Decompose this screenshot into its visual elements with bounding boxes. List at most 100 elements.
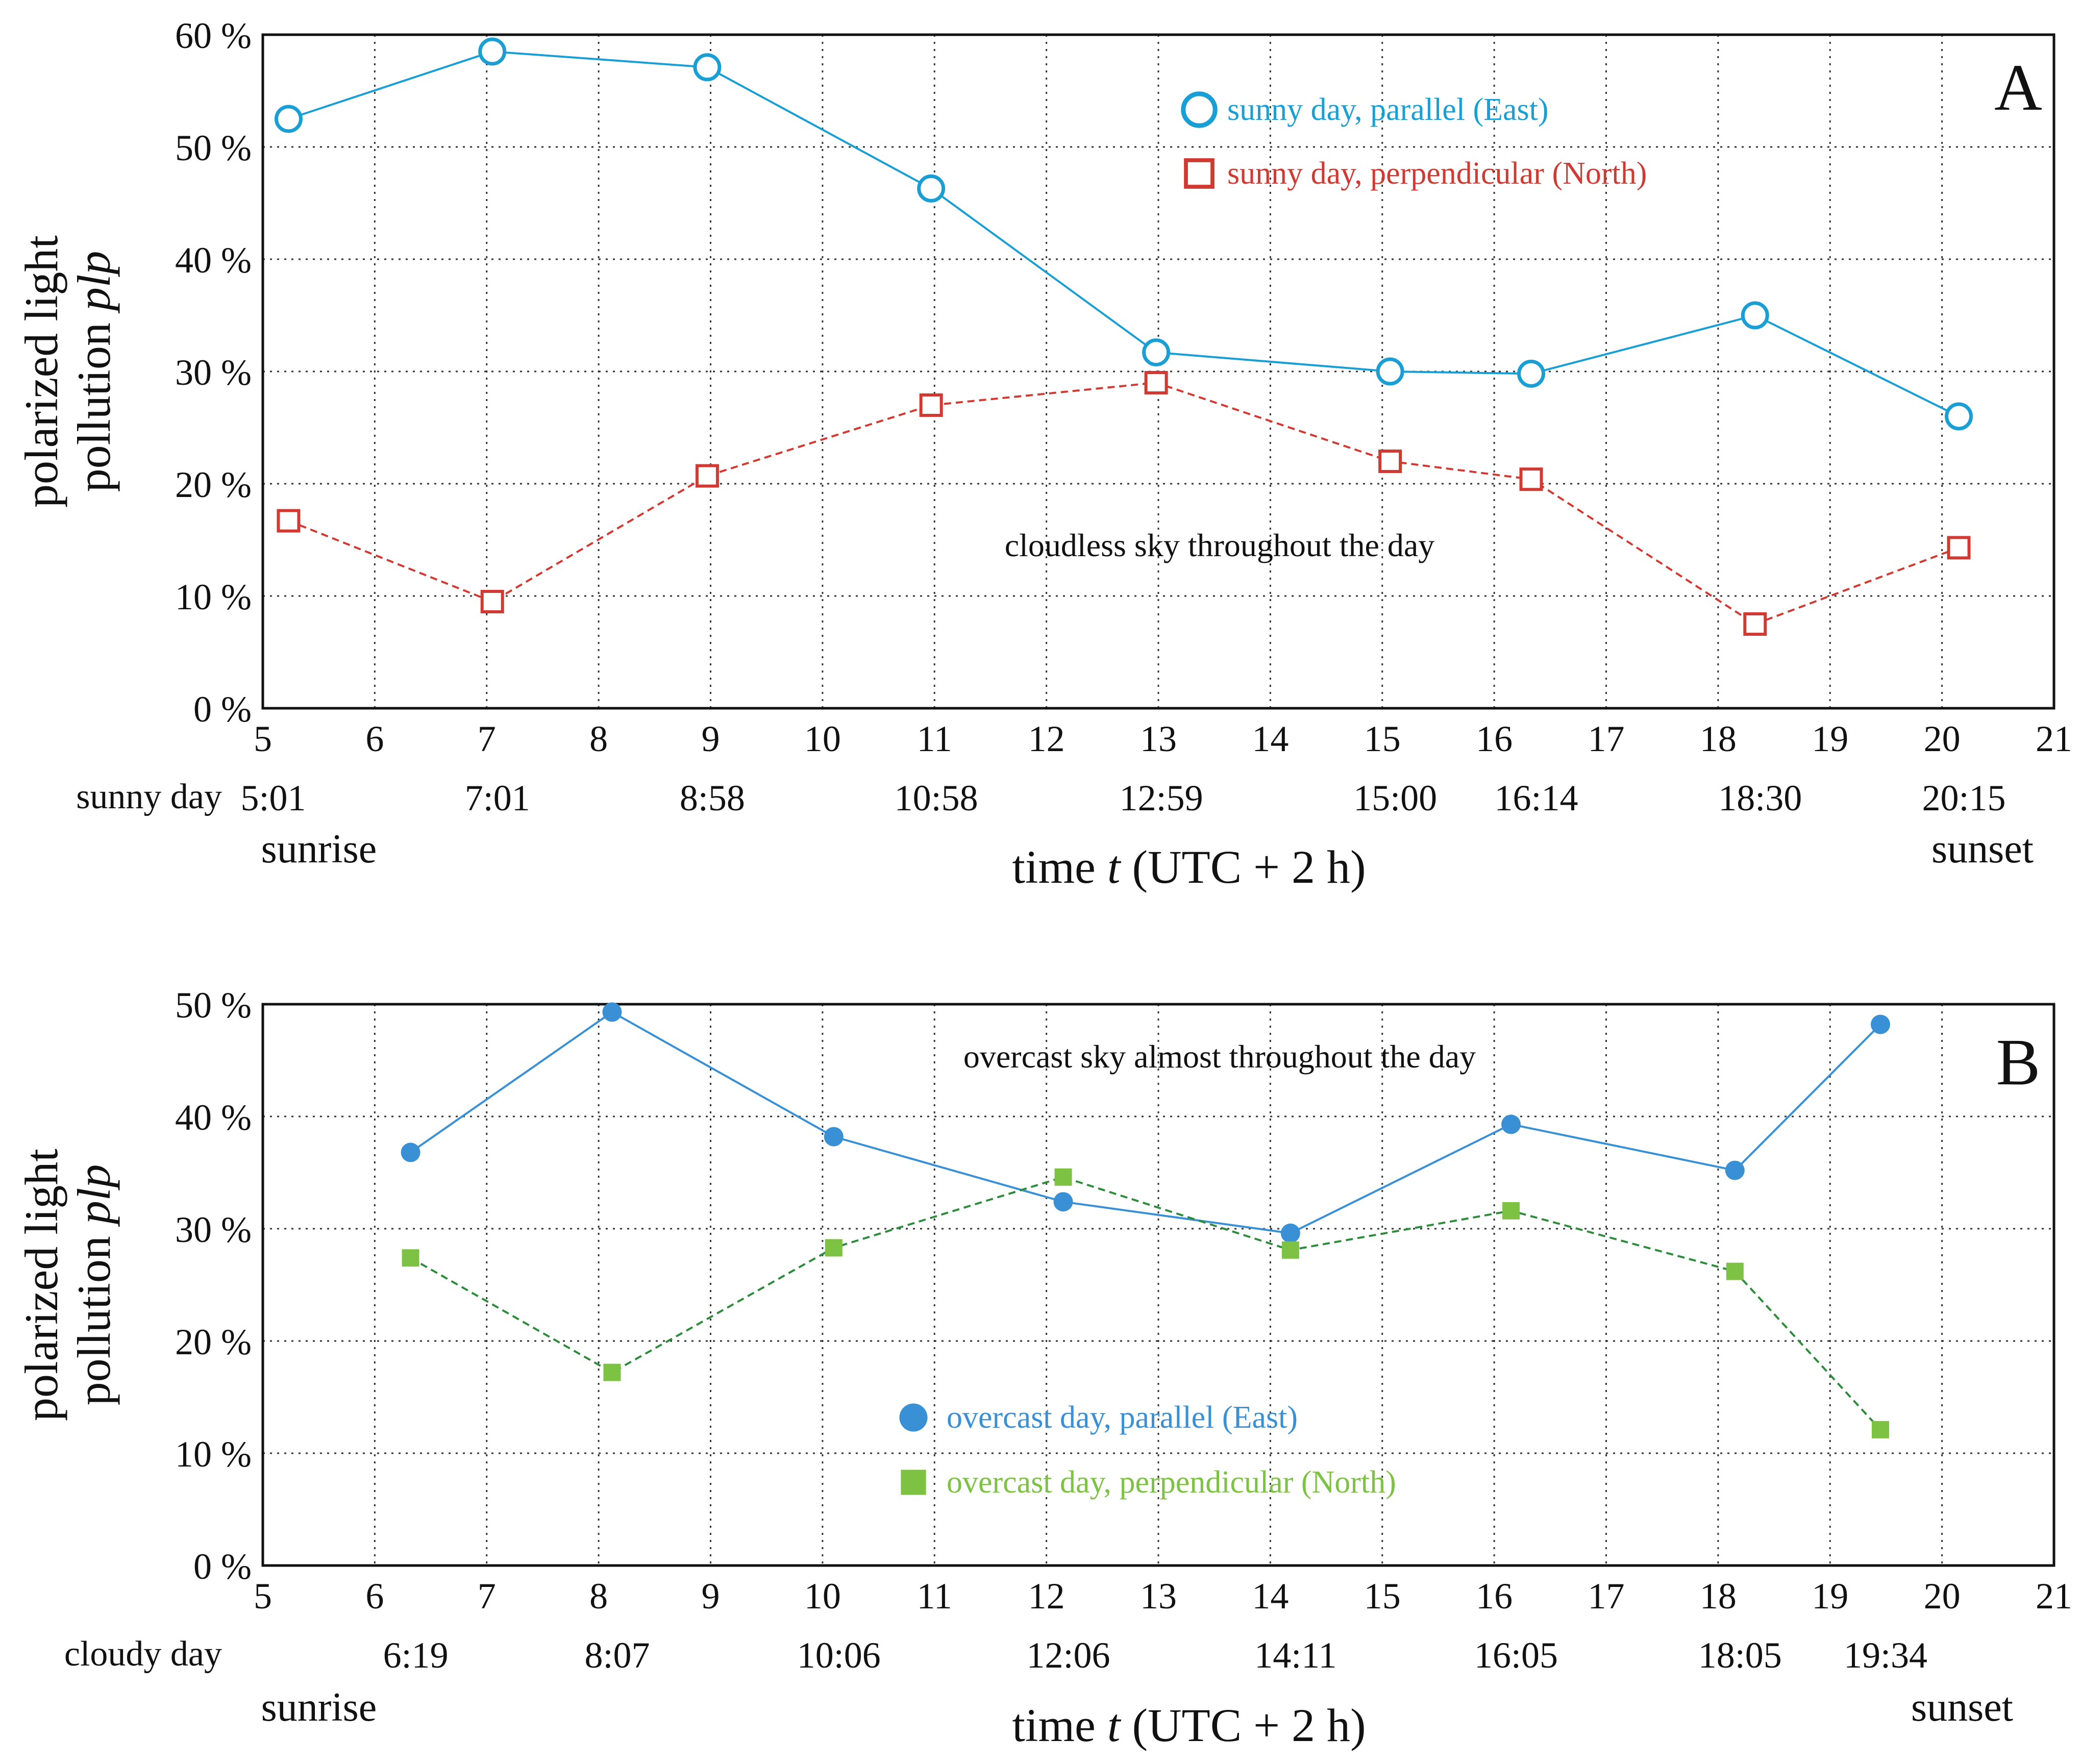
series-line [288,50,1960,417]
time-row-label: cloudy day [64,1634,222,1674]
x-tick-label: 7 [478,1576,496,1617]
time-row-label: sunny day [76,777,222,816]
x-tick-label: 14 [1252,718,1289,759]
legend-marker [1184,158,1215,189]
y-tick-label: 60 % [175,15,252,56]
y-tick-label: 0 % [193,689,252,730]
data-point [1281,1241,1299,1259]
x-tick-label: 6 [365,718,384,759]
panel-a: 5 6 7 8 9 10 11 12 13 14 15 16 17 18 19 20 21 0 % 10 % 20 %… [15,15,2072,893]
y-tick-label: 50 % [175,128,252,168]
x-tick-label: 18 [1700,718,1737,759]
series-perpendicular [402,1168,1889,1438]
data-point [1519,467,1543,491]
data-point [1378,450,1402,473]
data-point [1502,1202,1520,1220]
sunset-label: sunset [1931,827,2034,872]
data-point [480,590,504,613]
time-label: 6:19 [383,1635,449,1676]
x-tick-label: 12 [1028,1576,1065,1617]
time-label: 16:14 [1495,778,1578,818]
data-point [919,393,943,417]
plot-frame [261,1003,2055,1567]
x-tick-label: 6 [365,1576,384,1617]
data-point [1741,301,1769,330]
data-point [1945,402,1973,431]
time-label: 19:34 [1844,1635,1927,1676]
time-label: 10:06 [797,1635,881,1676]
data-point [824,1127,844,1147]
x-tick-label: 16 [1476,718,1513,759]
series-line [288,381,1960,626]
x-axis-label: time t (UTC + 2 h) [1012,1699,1366,1751]
y-axis-label-variable: plp [68,251,120,314]
time-label: 18:30 [1718,778,1802,818]
x-tick-label: 21 [2036,1576,2072,1617]
sunrise-label: sunrise [261,827,377,872]
x-tick-label: 20 [1924,718,1961,759]
data-point [478,37,507,66]
x-tick-label: 11 [917,718,952,759]
y-tick-label: 0 % [193,1546,252,1587]
x-tick-label: 17 [1588,1576,1625,1617]
x-tick-label: 9 [702,718,720,759]
time-label: 20:15 [1922,778,2006,818]
x-axis-label: time t (UTC + 2 h) [1012,841,1366,893]
data-point [402,1249,419,1267]
x-tick-label: 19 [1812,718,1848,759]
series-parallel [401,1002,1890,1243]
series-perpendicular [277,371,1971,636]
plot-frame [261,33,2055,710]
y-tick-label: 30 % [175,352,252,393]
x-tick-label: 10 [804,1576,841,1617]
x-tick-label: 15 [1364,718,1401,759]
data-point [1376,357,1404,386]
y-tick-label: 10 % [175,577,252,617]
time-label: 16:05 [1474,1635,1558,1676]
data-point [695,464,719,488]
time-label: 7:01 [465,778,530,818]
y-axis-label-line1: polarized light [15,235,67,508]
data-point [1517,359,1546,388]
y-axis-label-line2: pollution plp [68,251,120,492]
legend-entry: sunny day, parallel (East) [1227,92,1549,127]
x-tick-label: 8 [589,718,608,759]
x-tick-label: 21 [2036,718,2072,759]
y-axis-label-line1: polarized light [15,1149,67,1421]
x-tick-label: 5 [254,1576,272,1617]
x-axis-label-variable: t [1107,1699,1122,1751]
time-label: 12:06 [1027,1635,1110,1676]
legend-marker [899,1403,928,1432]
x-tick-label: 14 [1252,1576,1289,1617]
x-axis-label-suffix: (UTC + 2 h) [1120,1699,1366,1751]
x-tick-label: 15 [1364,1576,1401,1617]
x-tick-label: 9 [702,1576,720,1617]
data-point [1726,1262,1744,1280]
x-axis-label-prefix: time [1012,1699,1107,1751]
y-tick-label: 30 % [175,1209,252,1250]
data-point [1054,1168,1072,1186]
data-point [1142,338,1171,367]
data-point [603,1363,621,1381]
y-tick-label: 10 % [175,1434,252,1475]
data-point [1870,1014,1890,1034]
x-tick-label: 10 [804,718,841,759]
y-axis-label-line2: pollution plp [68,1164,120,1406]
x-tick-label: 7 [478,718,496,759]
series-line [410,1011,1881,1234]
x-tick-label: 5 [254,718,272,759]
legend-entry: sunny day, perpendicular (North) [1227,156,1647,191]
x-tick-label: 16 [1476,1576,1513,1617]
y-tick-label: 40 % [175,240,252,281]
time-label: 10:58 [895,778,978,818]
data-point [274,105,303,133]
series-parallel [274,37,1973,431]
y-axis-label-prefix: pollution [68,1224,120,1405]
data-point [1725,1160,1745,1180]
x-tick-label: 18 [1700,1576,1737,1617]
y-tick-label: 50 % [175,985,252,1026]
panel-letter: B [1996,1026,2041,1099]
legend-entry: overcast day, perpendicular (North) [947,1465,1396,1500]
